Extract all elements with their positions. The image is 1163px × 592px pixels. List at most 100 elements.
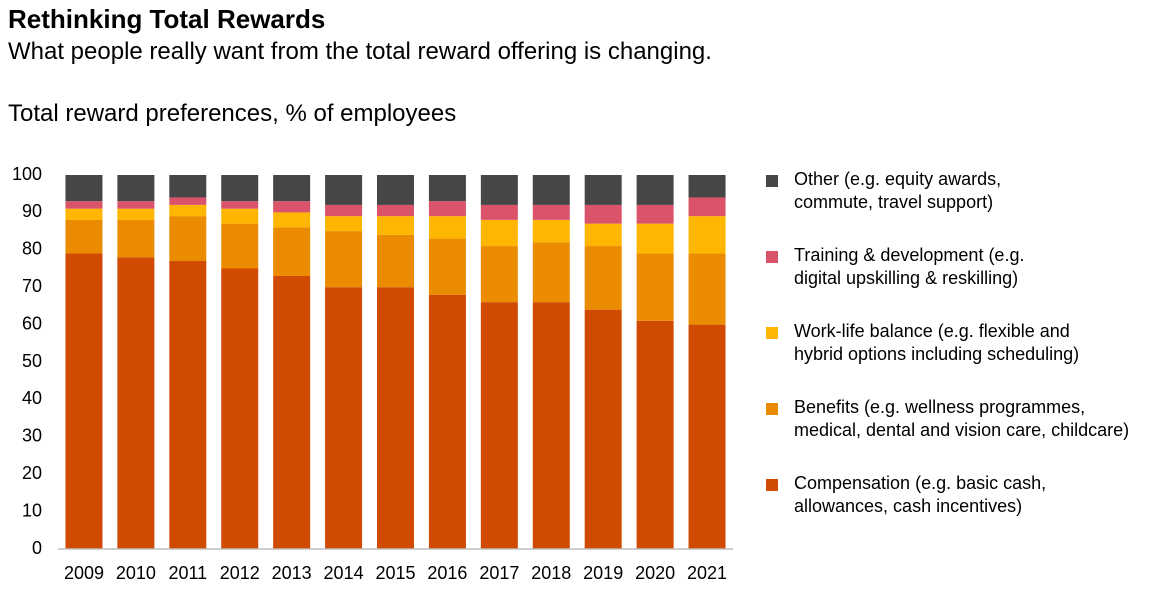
legend-label: Other (e.g. equity awards, commute, trav… bbox=[794, 169, 1002, 212]
bar-segment bbox=[117, 201, 155, 209]
x-tick-label: 2013 bbox=[272, 563, 312, 583]
legend-item: Other (e.g. equity awards, commute, trav… bbox=[766, 168, 1001, 214]
bar-segment bbox=[65, 219, 103, 254]
bar-segment bbox=[480, 219, 518, 247]
x-tick-label: 2011 bbox=[168, 563, 207, 583]
bar-segment bbox=[325, 287, 363, 549]
y-tick-label: 50 bbox=[22, 351, 42, 371]
bar-segment bbox=[428, 201, 466, 217]
legend-label: Benefits (e.g. wellness programmes, medi… bbox=[794, 397, 1130, 440]
legend-label: Training & development (e.g. digital ups… bbox=[794, 245, 1025, 288]
bar-segment bbox=[221, 201, 259, 209]
y-tick-label: 20 bbox=[22, 463, 42, 483]
bar-segment bbox=[584, 204, 622, 224]
chart: 0 10 20 30 40 50 60 70 80 90 100 2009 2010 2011 2012 20… bbox=[12, 164, 733, 583]
bar-segment bbox=[273, 212, 311, 228]
y-tick-label: 40 bbox=[22, 388, 42, 408]
legend-item: Work-life balance (e.g. flexible and hyb… bbox=[766, 320, 1079, 366]
bar-segment bbox=[221, 223, 259, 269]
bar-segment bbox=[584, 175, 622, 205]
bar-segment bbox=[688, 324, 726, 549]
legend-swatch bbox=[766, 175, 778, 187]
legend-item: Training & development (e.g. digital ups… bbox=[766, 244, 1024, 290]
bar-segment bbox=[117, 208, 155, 220]
legend-item: Compensation (e.g. basic cash, allowance… bbox=[766, 472, 1046, 518]
bar-segment bbox=[584, 246, 622, 310]
legend-swatch bbox=[766, 327, 778, 339]
bar-segment bbox=[480, 204, 518, 220]
x-tick-label: 2018 bbox=[531, 563, 571, 583]
bar-segment bbox=[428, 238, 466, 295]
bar-segment bbox=[428, 175, 466, 202]
bar-segment bbox=[636, 320, 674, 549]
bar-segment bbox=[377, 204, 414, 217]
bar-segment bbox=[65, 253, 103, 550]
bar-segment bbox=[377, 216, 414, 235]
bar-segment bbox=[273, 227, 311, 276]
bar-segment bbox=[480, 246, 518, 303]
bar-segment bbox=[221, 268, 259, 549]
y-tick-label: 90 bbox=[22, 201, 42, 221]
x-tick-label: 2014 bbox=[324, 563, 364, 583]
y-tick-label: 70 bbox=[22, 276, 42, 296]
bar-segment bbox=[65, 175, 103, 202]
bar-segment bbox=[584, 223, 622, 247]
bar-segment bbox=[273, 201, 311, 213]
x-tick-label: 2017 bbox=[479, 563, 519, 583]
bar-segment bbox=[325, 216, 363, 232]
bar-segment bbox=[532, 219, 570, 243]
x-tick-label: 2021 bbox=[687, 563, 727, 583]
bar-segment bbox=[532, 175, 570, 205]
x-tick-label: 2012 bbox=[220, 563, 260, 583]
subtitle: What people really want from the total r… bbox=[8, 38, 712, 65]
chart-description: Total reward preferences, % of employees bbox=[8, 100, 457, 127]
bar-segment bbox=[273, 175, 311, 202]
bar-segment bbox=[325, 231, 363, 288]
legend-swatch bbox=[766, 403, 778, 415]
bar-segment bbox=[169, 216, 207, 262]
x-tick-label: 2020 bbox=[635, 563, 675, 583]
y-tick-label: 10 bbox=[22, 500, 42, 520]
bar-segment bbox=[169, 204, 207, 217]
bar-segment bbox=[325, 175, 363, 205]
bar-segment bbox=[428, 216, 466, 239]
y-tick-label: 30 bbox=[22, 426, 42, 446]
bar-segment bbox=[169, 197, 207, 205]
bar-segment bbox=[688, 216, 726, 254]
bar-segment bbox=[377, 287, 414, 549]
bar-segment bbox=[480, 175, 518, 205]
bar-segment bbox=[636, 223, 674, 254]
legend-swatch bbox=[766, 479, 778, 491]
bar-segment bbox=[688, 175, 726, 198]
bar-segment bbox=[532, 242, 570, 303]
x-tick-label: 2015 bbox=[375, 563, 415, 583]
bar-segment bbox=[584, 309, 622, 549]
x-tick-label: 2019 bbox=[583, 563, 623, 583]
x-tick-label: 2016 bbox=[427, 563, 467, 583]
bar-segment bbox=[273, 275, 311, 549]
bar-segment bbox=[117, 257, 155, 549]
bar-segment bbox=[636, 175, 674, 205]
bar-segment bbox=[169, 175, 207, 198]
bar-segment bbox=[636, 253, 674, 321]
x-tick-label: 2010 bbox=[116, 563, 156, 583]
legend-item: Benefits (e.g. wellness programmes, medi… bbox=[766, 396, 1129, 442]
y-tick-label: 100 bbox=[12, 164, 42, 184]
title: Rethinking Total Rewards bbox=[8, 4, 326, 34]
bar-segment bbox=[117, 175, 155, 202]
bar-segment bbox=[221, 175, 259, 202]
bar-segment bbox=[688, 197, 726, 217]
bar-segment bbox=[688, 253, 726, 325]
bar-segment bbox=[221, 208, 259, 224]
bar-segment bbox=[636, 204, 674, 224]
bar-segment bbox=[65, 208, 103, 220]
legend-label: Compensation (e.g. basic cash, allowance… bbox=[794, 473, 1047, 516]
legend-swatch bbox=[766, 251, 778, 263]
y-tick-label: 0 bbox=[32, 538, 42, 558]
bar-segment bbox=[428, 294, 466, 549]
legend-label: Work-life balance (e.g. flexible and hyb… bbox=[794, 321, 1080, 364]
bar-segment bbox=[377, 175, 414, 205]
x-tick-label: 2009 bbox=[64, 563, 104, 583]
bar-segment bbox=[65, 201, 103, 209]
